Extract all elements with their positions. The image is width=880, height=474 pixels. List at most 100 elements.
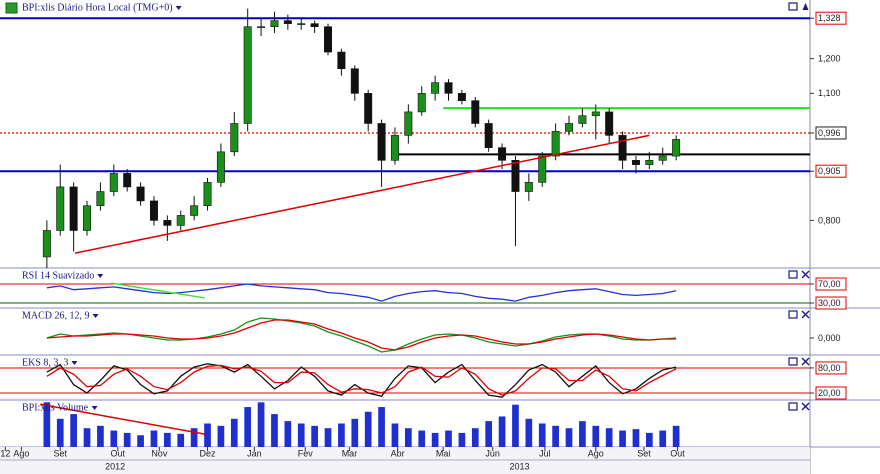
volume-bar	[565, 428, 573, 447]
x-tick-label: 12	[0, 448, 10, 458]
x-tick-label: Mar	[342, 448, 358, 458]
volume-bar	[338, 423, 345, 447]
volume-bar	[525, 418, 533, 447]
candle-body	[565, 123, 573, 132]
candle-body	[672, 139, 681, 157]
x-tick-label: Jan	[247, 448, 262, 458]
candle-body	[417, 93, 426, 113]
volume-bar	[244, 407, 252, 447]
candle-body	[109, 173, 118, 192]
volume-bar	[659, 430, 667, 447]
panel-close[interactable]	[801, 310, 810, 319]
candle-body	[190, 205, 199, 216]
candle-body	[431, 82, 440, 94]
candle-body	[136, 186, 145, 202]
volume-bar	[123, 432, 131, 447]
candle-body	[645, 160, 654, 165]
x-year-label: 2012	[105, 461, 125, 471]
tick-label-box	[815, 11, 847, 25]
x-year-label: 2013	[509, 461, 529, 471]
volume-bar	[485, 421, 493, 447]
candle-body	[404, 111, 413, 136]
candle-body	[591, 111, 600, 117]
candle-body	[203, 182, 212, 207]
candle-body	[230, 123, 239, 153]
title-dropdown[interactable]	[91, 406, 98, 410]
volume-bar	[43, 402, 51, 447]
candle-body	[377, 123, 386, 161]
volume-bar	[471, 428, 479, 447]
y-tick-label: 30,00	[818, 298, 841, 308]
volume-bar	[110, 430, 118, 447]
volume-bar	[632, 429, 640, 447]
indicator-line	[46, 317, 677, 353]
candle-body	[163, 220, 172, 226]
tick-label-box	[815, 164, 847, 178]
x-tick-label: Set	[637, 448, 651, 458]
panel-maximize[interactable]	[788, 270, 798, 279]
tick-label-box	[815, 386, 847, 400]
volume-bar	[150, 430, 158, 447]
volume-bar	[364, 411, 372, 447]
panel-maximize[interactable]	[788, 402, 798, 411]
candle-body	[658, 155, 667, 161]
candle-body	[216, 151, 225, 183]
candle-body	[56, 186, 65, 231]
title-dropdown[interactable]	[175, 6, 182, 10]
candle-body	[471, 100, 480, 124]
volume-bar	[672, 425, 680, 447]
title-dropdown[interactable]	[97, 274, 104, 278]
candle-body	[605, 111, 614, 136]
volume-bar	[405, 428, 412, 447]
panel-close[interactable]	[801, 357, 810, 366]
x-tick-label: Jul	[539, 448, 551, 458]
tick-label-box	[815, 361, 847, 375]
candle-body	[551, 131, 560, 157]
tick-label-box	[815, 277, 847, 291]
volume-bar	[391, 423, 399, 447]
volume-bar	[538, 423, 546, 447]
panel-title: BPI:xlis Diário Hora Local (TMG+0)	[22, 2, 173, 13]
x-tick-label: Dez	[200, 448, 217, 458]
title-dropdown[interactable]	[92, 314, 99, 318]
candle-body	[524, 182, 533, 192]
candle-body	[350, 68, 359, 94]
panel-maximize[interactable]	[788, 357, 798, 366]
candle-body	[69, 186, 78, 231]
volume-bar	[83, 428, 91, 447]
volume-bar	[284, 421, 292, 447]
candle-body	[257, 26, 266, 29]
volume-bar	[97, 425, 104, 447]
volume-bar	[257, 402, 265, 447]
y-tick-label: 20,00	[818, 388, 841, 398]
y-tick-label: 1,328	[818, 13, 841, 23]
candle-body	[310, 23, 319, 28]
panel-close[interactable]	[801, 402, 810, 411]
volume-bar	[217, 425, 225, 447]
candle-body	[149, 200, 158, 221]
volume-bar	[164, 432, 171, 447]
indicator-line	[46, 319, 677, 351]
volume-bar	[324, 428, 332, 447]
indicator-line	[46, 283, 677, 302]
y-tick-label: 1,200	[818, 54, 841, 64]
candle-body	[457, 93, 466, 101]
candle-body	[631, 160, 640, 165]
panel-maximize[interactable]	[788, 310, 798, 319]
panel-close[interactable]	[801, 270, 810, 279]
symbol-icon	[5, 2, 18, 14]
x-tick-label: Ago	[13, 448, 29, 458]
y-tick-label: 80,00	[818, 363, 841, 373]
trendline	[111, 282, 205, 299]
panel-maximize[interactable]	[788, 2, 798, 11]
candle-body	[444, 82, 453, 94]
indicator-line	[46, 364, 677, 396]
volume-bar	[190, 428, 198, 447]
tick-label-box	[815, 296, 847, 310]
panel-settings[interactable]	[802, 3, 809, 10]
y-tick-label: 0,996	[818, 128, 841, 138]
volume-bar	[418, 430, 426, 447]
candle-body	[390, 135, 399, 161]
title-dropdown[interactable]	[71, 361, 78, 365]
y-tick-label: 0,800	[818, 215, 841, 225]
